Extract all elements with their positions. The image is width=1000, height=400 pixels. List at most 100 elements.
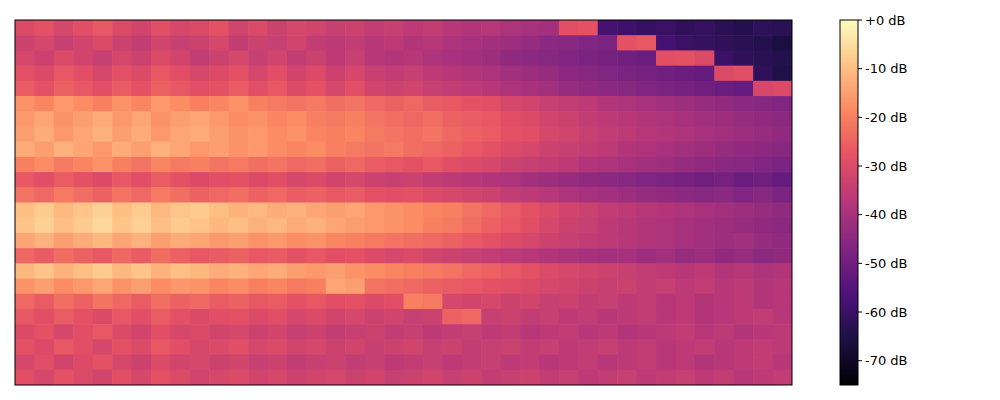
heatmap-cell <box>753 96 773 112</box>
heatmap-cell <box>209 50 229 66</box>
heatmap-cell <box>462 370 482 385</box>
heatmap-cell <box>306 309 326 325</box>
heatmap-cell <box>559 279 579 295</box>
heatmap-cell <box>112 142 132 158</box>
heatmap-cell <box>695 172 715 188</box>
heatmap-cell <box>714 218 734 234</box>
heatmap-cell <box>442 20 462 36</box>
heatmap-cell <box>637 324 657 340</box>
heatmap-cell <box>675 339 695 355</box>
heatmap-cell <box>404 157 424 173</box>
heatmap-cell <box>714 233 734 249</box>
heatmap-cell <box>384 248 404 264</box>
heatmap-cell <box>170 50 190 66</box>
heatmap-cell <box>442 370 462 385</box>
colorbar-tick <box>858 166 862 167</box>
heatmap-cell <box>462 81 482 97</box>
heatmap-cell <box>501 111 521 127</box>
heatmap-cell <box>462 339 482 355</box>
heatmap-cell <box>190 279 210 295</box>
heatmap-cell <box>578 81 598 97</box>
heatmap-cell <box>326 324 346 340</box>
heatmap-cell <box>190 66 210 82</box>
colorbar-tick-label: -40 dB <box>865 207 908 222</box>
heatmap-cell <box>695 339 715 355</box>
heatmap-cell <box>520 248 540 264</box>
heatmap-cell <box>248 81 268 97</box>
heatmap-cell <box>365 157 385 173</box>
heatmap-cell <box>773 370 792 385</box>
heatmap-cell <box>365 355 385 371</box>
heatmap-cell <box>384 324 404 340</box>
heatmap-cell <box>365 263 385 279</box>
heatmap-cell <box>345 233 365 249</box>
heatmap-cell <box>268 203 288 219</box>
heatmap-cell <box>617 279 637 295</box>
heatmap-cell <box>112 111 132 127</box>
heatmap-cell <box>617 233 637 249</box>
heatmap-cell <box>481 111 501 127</box>
heatmap-cell <box>481 96 501 112</box>
heatmap-cell <box>93 126 113 142</box>
heatmap-cell <box>734 248 754 264</box>
heatmap-cell <box>462 35 482 51</box>
heatmap-cell <box>598 218 618 234</box>
heatmap-cell <box>112 203 132 219</box>
heatmap-cell <box>578 187 598 203</box>
heatmap-cell <box>384 66 404 82</box>
heatmap-cell <box>520 187 540 203</box>
heatmap-cell <box>73 324 93 340</box>
heatmap-cell <box>15 218 35 234</box>
heatmap-cell <box>190 294 210 310</box>
heatmap-cell <box>442 81 462 97</box>
heatmap-cell <box>384 142 404 158</box>
heatmap-cell <box>229 233 249 249</box>
heatmap-cell <box>675 172 695 188</box>
heatmap-cell <box>656 248 676 264</box>
heatmap-cell <box>656 263 676 279</box>
heatmap-cell <box>578 309 598 325</box>
heatmap-cell <box>462 142 482 158</box>
heatmap-cell <box>345 263 365 279</box>
heatmap-cell <box>423 294 443 310</box>
heatmap-cell <box>326 248 346 264</box>
heatmap-cell <box>190 81 210 97</box>
heatmap-cell <box>209 187 229 203</box>
heatmap-cell <box>559 309 579 325</box>
heatmap-cell <box>753 142 773 158</box>
heatmap-cell <box>501 248 521 264</box>
heatmap-cell <box>345 203 365 219</box>
heatmap-cell <box>695 81 715 97</box>
heatmap-cell <box>520 233 540 249</box>
heatmap-cell <box>675 187 695 203</box>
heatmap-cell <box>442 35 462 51</box>
colorbar-tick <box>858 214 862 215</box>
heatmap-cell <box>442 233 462 249</box>
heatmap-cell <box>326 233 346 249</box>
heatmap-cell <box>559 324 579 340</box>
heatmap-cell <box>656 218 676 234</box>
heatmap-cell <box>268 218 288 234</box>
heatmap-cell <box>170 126 190 142</box>
heatmap-cell <box>695 126 715 142</box>
heatmap-cell <box>714 81 734 97</box>
heatmap-cell <box>326 81 346 97</box>
heatmap-cell <box>675 203 695 219</box>
heatmap-cell <box>306 294 326 310</box>
heatmap-cell <box>539 324 559 340</box>
heatmap-cell <box>170 324 190 340</box>
heatmap-cell <box>404 126 424 142</box>
heatmap-cell <box>268 20 288 36</box>
heatmap-cell <box>365 187 385 203</box>
heatmap-cell <box>132 20 152 36</box>
heatmap-cell <box>714 35 734 51</box>
heatmap-cell <box>753 203 773 219</box>
heatmap-cell <box>695 324 715 340</box>
heatmap-cell <box>578 172 598 188</box>
heatmap-cell <box>734 96 754 112</box>
heatmap-cell <box>656 187 676 203</box>
heatmap-cell <box>384 263 404 279</box>
heatmap-cell <box>442 66 462 82</box>
heatmap-cell <box>695 203 715 219</box>
heatmap-cell <box>345 218 365 234</box>
